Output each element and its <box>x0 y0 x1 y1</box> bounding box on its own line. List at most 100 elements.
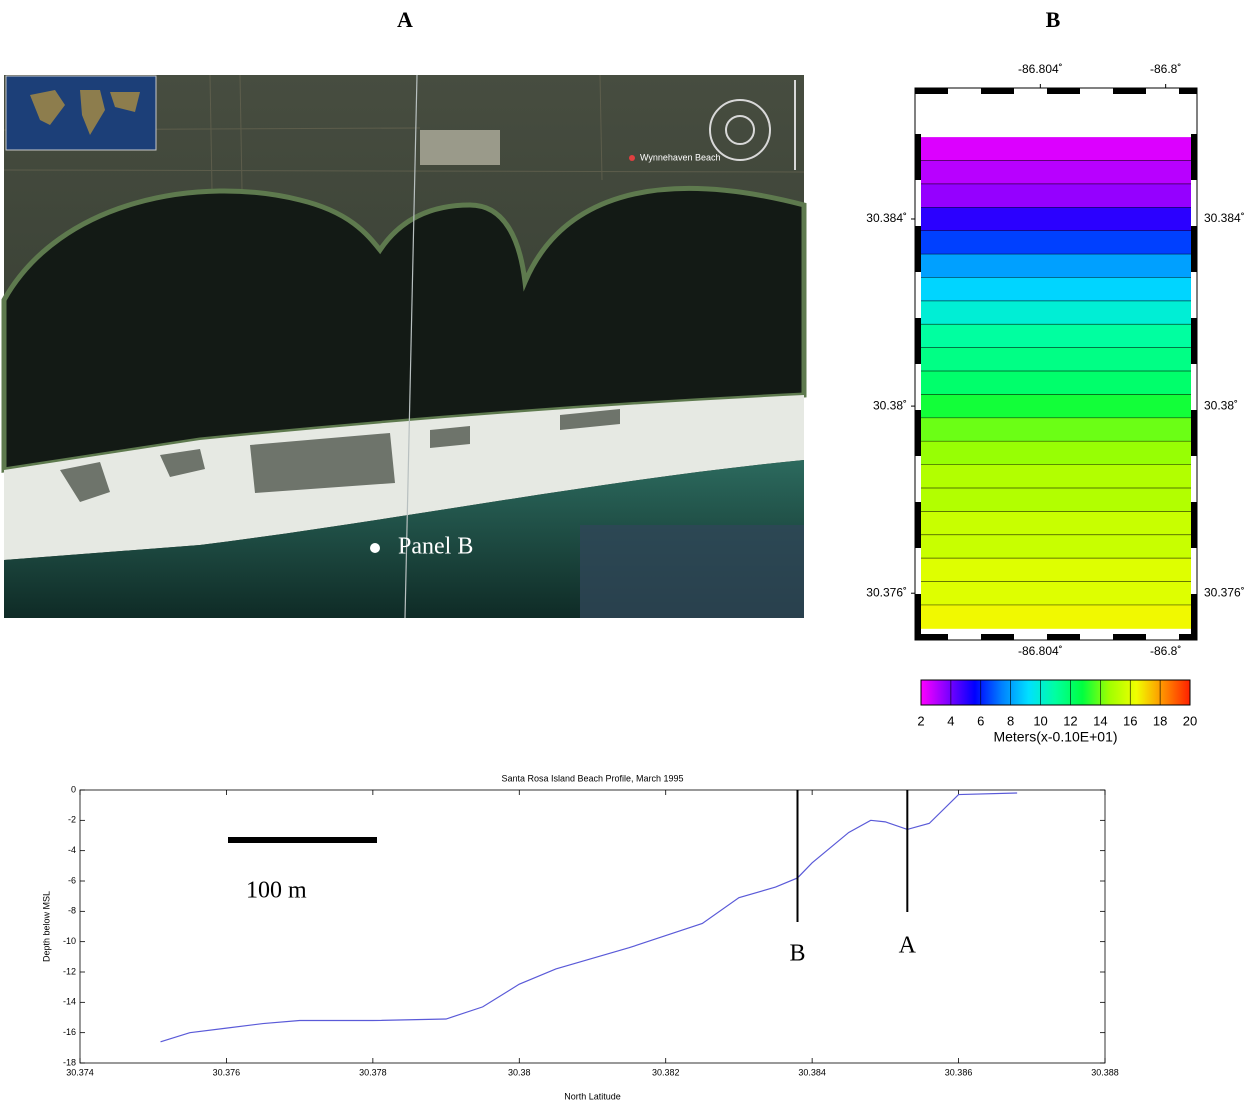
y-tick-label: 30.38˚ <box>873 398 907 412</box>
depth-cell <box>921 534 1191 559</box>
colorbar-label: Meters(x-0.10E+01) <box>993 729 1117 745</box>
depth-cell <box>921 441 1191 466</box>
depth-cell <box>921 417 1191 442</box>
x-tick-label: 30.374 <box>66 1067 94 1077</box>
colorbar-tick-label: 16 <box>1123 713 1137 728</box>
y-tick-label: 0 <box>71 784 76 794</box>
y-tick-label: -14 <box>63 997 76 1007</box>
profile-chart: Santa Rosa Island Beach Profile, March 1… <box>41 773 1118 1101</box>
airfield <box>420 130 500 165</box>
frame-check <box>915 134 921 180</box>
frame-check <box>1191 134 1197 180</box>
frame-check <box>981 88 1014 94</box>
frame-check <box>1191 226 1197 272</box>
frame-check <box>1113 634 1146 640</box>
place-label: Wynnehaven Beach <box>640 152 720 162</box>
marker-label: B <box>789 941 805 967</box>
frame-check <box>915 226 921 272</box>
y-tick-label: 30.376˚ <box>1204 585 1245 599</box>
panel-label: A <box>397 7 413 32</box>
frame-check <box>915 634 948 640</box>
x-tick-label: -86.8˚ <box>1150 644 1181 658</box>
plot-area <box>79 789 1106 1064</box>
marker-label: A <box>899 933 917 959</box>
depth-cell <box>921 604 1191 629</box>
frame-check <box>1179 634 1197 640</box>
depth-cell <box>921 511 1191 536</box>
x-tick-label: 30.386 <box>945 1067 973 1077</box>
colorbar-tick-label: 6 <box>977 713 984 728</box>
depth-cell <box>921 183 1191 208</box>
depth-cell <box>921 160 1191 185</box>
island-beach <box>4 395 804 560</box>
colorbar-tick-label: 2 <box>917 713 924 728</box>
y-tick-label: -12 <box>63 966 76 976</box>
frame-check <box>1047 634 1080 640</box>
y-tick-label: -16 <box>63 1027 76 1037</box>
y-tick-label: -18 <box>63 1057 76 1067</box>
depth-cell <box>921 254 1191 278</box>
y-tick-label: -4 <box>68 845 76 855</box>
frame-check <box>915 318 921 364</box>
x-tick-label: 30.38 <box>508 1067 531 1077</box>
y-tick-label: 30.384˚ <box>1204 211 1245 225</box>
frame-check <box>1191 502 1197 548</box>
compass <box>709 80 796 170</box>
frame-check <box>915 594 921 640</box>
colorbar-tick-label: 10 <box>1033 713 1047 728</box>
frame-check <box>1179 88 1197 94</box>
depth-cell <box>921 300 1191 325</box>
depth-cell <box>921 371 1191 395</box>
colorbar <box>920 679 1191 706</box>
inset-map <box>5 75 157 151</box>
y-tick-label: -2 <box>68 815 76 825</box>
frame-check <box>1191 410 1197 456</box>
depth-cell <box>921 558 1191 583</box>
x-tick-label: 30.376 <box>213 1067 241 1077</box>
frame-check <box>1191 594 1197 640</box>
panel-label: B <box>1046 7 1061 32</box>
y-tick-label: -10 <box>63 936 76 946</box>
colorbar-tick-label: 4 <box>947 713 954 728</box>
depth-cell <box>921 347 1191 372</box>
x-tick-label: 30.384 <box>798 1067 826 1077</box>
x-tick-label: 30.388 <box>1091 1067 1119 1077</box>
depth-cell <box>921 394 1191 419</box>
x-axis-label: North Latitude <box>564 1091 621 1101</box>
y-tick-label: 30.38˚ <box>1204 398 1238 412</box>
frame-check <box>915 88 948 94</box>
panel-b-marker <box>370 543 380 553</box>
depth-cell <box>921 207 1191 232</box>
depth-cell <box>921 581 1191 606</box>
profile-line <box>160 792 1018 1043</box>
transect-line <box>404 74 418 619</box>
frame-check <box>915 502 921 548</box>
x-tick-label: -86.804˚ <box>1018 62 1063 76</box>
y-tick-label: -8 <box>68 906 76 916</box>
colorbar-tick-label: 12 <box>1063 713 1077 728</box>
y-tick-label: 30.376˚ <box>866 585 907 599</box>
place-marker <box>629 155 635 161</box>
depth-cell <box>921 324 1191 349</box>
chart-title: Santa Rosa Island Beach Profile, March 1… <box>501 773 683 783</box>
depth-cell <box>921 487 1191 512</box>
satellite-image: Wynnehaven Beach Panel B <box>1 74 807 619</box>
depth-cell <box>921 230 1191 255</box>
y-tick-label: -6 <box>68 875 76 885</box>
x-tick-label: -86.8˚ <box>1150 62 1181 76</box>
x-tick-label: -86.804˚ <box>1018 644 1063 658</box>
frame-check <box>981 634 1014 640</box>
image-tile <box>580 525 804 618</box>
frame-check <box>1191 318 1197 364</box>
depth-cell <box>921 464 1191 489</box>
panel-b-label: Panel B <box>398 534 473 560</box>
colorbar-tick-label: 8 <box>1007 713 1014 728</box>
colorbar-tick-label: 14 <box>1093 713 1107 728</box>
depth-cell <box>921 277 1191 302</box>
frame-check <box>915 410 921 456</box>
frame-check <box>1047 88 1080 94</box>
contour-map: -86.804˚ -86.804˚ -86.8˚ -86.8˚ 30.384˚ 30.38… <box>866 62 1244 745</box>
x-tick-label: 30.382 <box>652 1067 680 1077</box>
inset-continents <box>30 90 140 135</box>
scale-bar-label: 100 m <box>246 878 307 904</box>
